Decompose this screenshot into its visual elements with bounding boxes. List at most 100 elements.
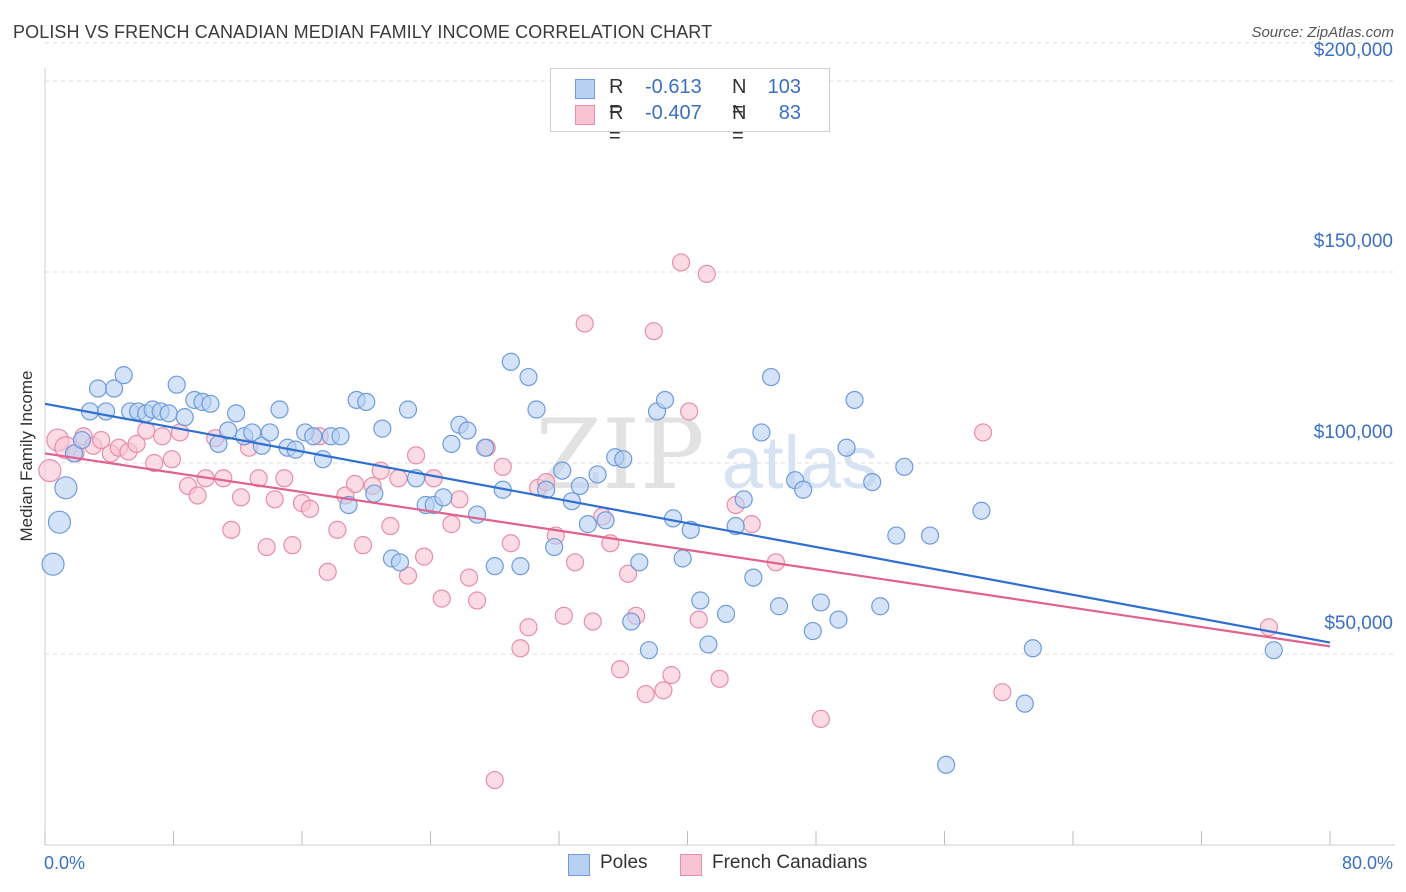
poles-point — [501, 352, 520, 371]
poles-point — [744, 568, 763, 587]
french-swatch — [680, 854, 702, 876]
french-canadians-point — [300, 499, 320, 518]
french-canadians-point — [283, 536, 302, 555]
poles-swatch — [568, 854, 590, 876]
poles-point — [511, 557, 530, 576]
poles-point — [920, 526, 940, 545]
french-canadians-point — [680, 402, 699, 421]
poles-point — [96, 402, 116, 421]
poles-trend-line — [44, 402, 1331, 644]
poles-point — [442, 434, 461, 453]
poles-point — [811, 593, 830, 612]
french-canadians-point — [249, 469, 268, 488]
n-value-french: 83 — [778, 102, 801, 124]
poles-point — [614, 450, 633, 469]
french-canadians-point — [231, 488, 251, 507]
poles-point — [863, 473, 882, 492]
french-canadians-point — [170, 423, 190, 442]
poles-point — [304, 427, 323, 446]
french-canadians-point — [328, 520, 347, 539]
source-label: Source: ZipAtlas.com — [1251, 24, 1394, 41]
poles-points — [41, 352, 1283, 774]
poles-point — [761, 367, 781, 387]
french-canadians-point — [432, 589, 451, 608]
french-canadians-point — [153, 427, 172, 446]
poles-point — [527, 400, 546, 419]
french-canadians-point — [92, 430, 111, 450]
poles-point — [458, 421, 477, 440]
french-canadians-point — [485, 770, 504, 790]
french-canadians-point — [275, 469, 294, 488]
french-canadians-point — [565, 553, 585, 572]
n-label: N = — [732, 102, 747, 147]
french-canadians-point — [654, 681, 673, 700]
poles-point — [803, 621, 822, 641]
poles-point — [47, 510, 72, 534]
r-label: R = — [609, 76, 624, 121]
poles-point — [871, 597, 890, 616]
poles-point — [655, 390, 675, 410]
poles-point — [390, 553, 410, 572]
french-canadians-point — [742, 515, 761, 534]
poles-point — [622, 612, 641, 631]
poles-point — [159, 404, 178, 423]
poles-point — [88, 379, 108, 398]
poles-point — [630, 553, 649, 572]
watermark: ZIP atlas — [535, 399, 878, 511]
n-label: N = — [732, 76, 747, 121]
french-canadians-trend-line — [44, 452, 1331, 648]
french-canadians-point — [162, 450, 181, 469]
poles-swatch — [575, 79, 595, 99]
poles-point — [243, 423, 262, 442]
french-canadians-point — [689, 610, 708, 629]
french-canadians-point — [467, 591, 487, 610]
french-canadians-point — [38, 459, 62, 483]
poles-point — [331, 427, 350, 446]
french-canadians-point — [406, 446, 426, 465]
poles-point — [260, 423, 279, 442]
poles-point — [537, 480, 556, 499]
french-canadians-point — [398, 566, 418, 585]
french-canadians-point — [697, 264, 716, 284]
french-canadians-point — [662, 665, 681, 685]
french-canadians-point — [222, 520, 241, 539]
poles-point — [175, 408, 194, 427]
french-canadians-point — [710, 669, 729, 688]
poles-point — [476, 438, 495, 457]
poles-point — [752, 423, 771, 442]
poles-point — [588, 465, 607, 484]
y-tick-label: $200,000 — [1314, 40, 1393, 61]
french-canadians-point — [353, 536, 373, 555]
poles-point — [398, 400, 418, 419]
french-canadians-point — [381, 516, 400, 536]
r-value-poles: -0.613 — [645, 76, 702, 98]
poles-point — [596, 511, 615, 530]
axes — [44, 68, 1395, 846]
poles-point — [270, 400, 289, 419]
french-canadians-point — [993, 683, 1012, 702]
poles-point — [769, 597, 789, 616]
legend-label-poles: Poles — [600, 852, 648, 873]
french-canadians-point — [345, 474, 365, 494]
grid — [45, 42, 1395, 655]
french-canadians-point — [575, 314, 594, 333]
poles-point — [72, 430, 92, 450]
french-canadians-point — [811, 709, 830, 729]
french-canadians-point — [442, 515, 461, 534]
n-value-poles: 103 — [767, 76, 801, 98]
poles-point — [485, 557, 504, 576]
r-value-french: -0.407 — [645, 102, 702, 124]
r-label: R = — [609, 102, 624, 147]
poles-point — [1264, 641, 1283, 660]
french-swatch — [575, 105, 595, 125]
poles-point — [895, 457, 914, 476]
french-canadians-point — [265, 490, 284, 509]
poles-point — [837, 438, 856, 457]
french-canadians-point — [973, 423, 993, 442]
poles-point — [691, 591, 710, 610]
french-canadians-point — [450, 490, 469, 509]
legend-label-french-canadians: French Canadians — [712, 852, 868, 873]
french-canadians-point — [610, 660, 630, 679]
french-canadians-point — [644, 322, 663, 341]
